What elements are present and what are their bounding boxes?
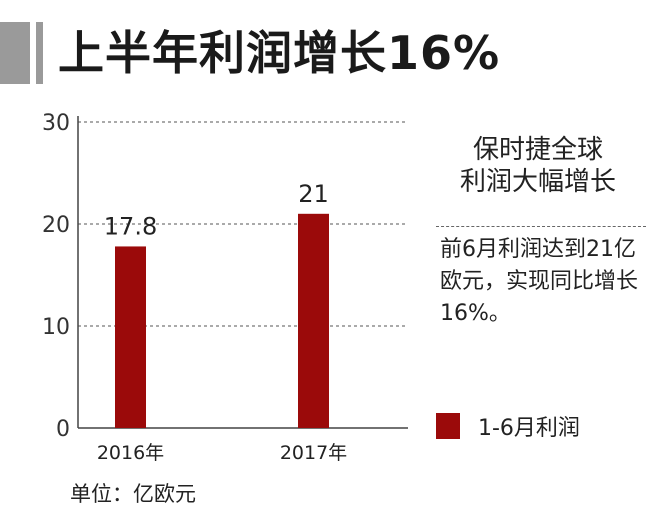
bar-1 <box>298 213 329 428</box>
x-tick-label-0: 2016年 <box>97 442 164 464</box>
side-panel-divider <box>436 226 646 227</box>
y-tick-label-2: 20 <box>42 213 70 238</box>
side-panel-body: 前6月利润达到21亿欧元，实现同比增长16%。 <box>440 237 639 326</box>
unit-note: 单位：亿欧元 <box>70 482 196 506</box>
y-tick-label-3: 30 <box>42 111 70 136</box>
legend-label: 1-6月利润 <box>478 416 580 441</box>
side-heading-line-2: 利润大幅增长 <box>459 167 616 197</box>
side-panel-heading: 保时捷全球 利润大幅增长 <box>438 134 638 198</box>
page-title: 上半年利润增长16% <box>58 26 501 80</box>
header-accent-block <box>0 22 30 84</box>
legend-swatch <box>436 413 460 439</box>
y-tick-label-1: 10 <box>42 315 70 340</box>
side-heading-line-1: 保时捷全球 <box>472 135 603 165</box>
chart-legend: 1-6月利润 <box>436 411 580 441</box>
x-tick-label-1: 2017年 <box>280 442 347 464</box>
data-label-0: 17.8 <box>104 212 157 240</box>
y-tick-label-0: 0 <box>56 417 70 442</box>
bar-0 <box>115 246 146 428</box>
header-accent-bar <box>36 22 43 84</box>
data-label-1: 21 <box>298 180 329 208</box>
